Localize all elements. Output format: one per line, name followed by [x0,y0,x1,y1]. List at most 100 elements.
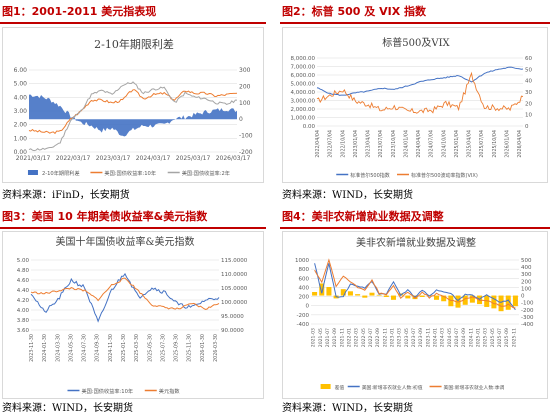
figure-3-caption: 图3：美国 10 年期美债收益率&美元指数 [2,210,208,223]
y-right-tick-label: 300 [239,67,251,74]
y-left-tick-label: 4.60 [17,278,30,284]
y-left-tick-label: 800 [299,267,310,273]
x-tick-label: 2025-03-30 [134,334,140,362]
figure-1-source: 资料来源：iFinD，长安期货 [2,190,130,201]
x-tick-label: 2024/10/04 [441,130,447,158]
y-right-tick-label: 40 [525,79,532,85]
x-tick-label: 2025-07-30 [160,334,166,362]
legend-label: 美国:新增非农就业人数:季调 [444,384,505,391]
y-right-tick-label: 100 [521,286,532,292]
x-tick-label: 2022-05 [361,328,367,347]
x-tick-label: 2025-03 [483,328,489,347]
y-left-tick-label: 1.00 [14,135,28,142]
y-right-tick-label: 20 [525,101,532,107]
x-tick-label: 2025-07 [497,328,503,347]
x-tick-label: 2022-01 [346,328,352,347]
y-left-tick-label: 5.00 [17,258,30,264]
y-right-tick-label: -100 [239,133,253,140]
bar-diff [319,283,325,296]
chart-3-svg: 美国十年国债收益率&美元指数 5.00 4.80 4.60 4.40 4.20 4.00 3.… [17,235,248,395]
x-tick-label: 2024/04/04 [416,130,422,158]
y-left-tick-label: 200 [299,295,310,301]
x-tick-label: 2024-11 [468,328,474,347]
x-tick-label: 2022/10/04 [340,130,346,158]
figure-4-source: 资料来源：WIND，长安期货 [282,403,413,414]
x-tick-label: 2025-01 [476,328,482,347]
y-left-tick-label: 3.80 [17,318,30,324]
y-right-tick-label: 300 [521,272,532,278]
y-right-tick-label: -100 [521,301,534,307]
y-left-tick-label: 2,000.00 [291,107,316,113]
y-left-tick-label: 0 [306,304,310,310]
x-tick-label: 2024/01/04 [403,130,409,158]
y-left-tick-label: 4.40 [17,288,30,294]
x-tick-label: 2023-01 [389,328,395,347]
x-tick-label: 2022/07/04 [328,130,334,158]
y-left-tick-label: 4.80 [17,268,30,274]
line-series-10y [28,89,238,135]
bar-diff [498,295,504,312]
x-tick-label: 2022-03 [354,328,360,347]
y-right-tick-label: 100 [239,100,251,107]
figure-1-rule [0,22,266,24]
bar-diff [383,295,389,297]
y-right-tick-label: 10 [525,113,532,119]
y-left-tick-label: -400 [297,322,310,328]
y-left-tick-label: -200 [297,313,310,319]
bar-diff [347,291,353,296]
x-tick-label: 2025/07/04 [479,130,485,158]
legend-swatch [27,170,38,175]
y-right-tick-label: 0 [521,294,525,300]
line-series-dollar-index [30,277,220,311]
x-tick-label: 2022/03/17 [56,155,91,162]
bar-diff [390,295,396,300]
area-series-spread [29,94,237,137]
x-tick-label: 2023-09 [418,328,424,347]
x-tick-label: 2026-03-30 [213,334,219,362]
legend-label: 标准普尔500波动率指数(VIX) [411,172,478,179]
y-left-tick-label: 5,000.00 [291,82,316,88]
y-right-tick-label: 90.0000 [221,328,244,334]
x-tick-label: 2021-03 [311,328,317,347]
x-tick-label: 2025/04/04 [467,130,473,158]
x-tick-label: 2025/03/17 [176,155,211,162]
y-left-tick-label: 0.00 [14,149,28,156]
legend-swatch [320,384,331,389]
x-tick-label: 2024/07/04 [429,130,435,158]
y-left-tick-label: 4.00 [14,94,28,101]
figure-3-rule [0,227,266,229]
y-right-tick-label: 100.0000 [221,300,248,306]
x-tick-label: 2025-11 [511,328,517,347]
bar-diff [340,289,346,296]
y-right-tick-label: -200 [239,149,253,156]
figure-4-rule [280,227,550,229]
figure-2-source: 资料来源：WIND，长安期货 [282,190,413,201]
y-right-tick-label: 30 [525,90,532,96]
x-tick-label: 2023-11-30 [29,334,35,362]
legend-label: 美国:国债收益率:10年 [104,169,156,177]
x-tick-label: 2026-01-30 [200,334,206,362]
y-left-tick-label: 7,000.00 [291,65,316,71]
chart-2-svg: 标普500及VIX 8,000.00 7,000.00 6,000.00 5,000.0… [291,36,533,179]
y-left-tick-label: 4,000.00 [291,90,316,96]
chart-title: 2-10年期限利差 [94,37,174,51]
x-tick-label: 2021-05 [318,328,324,347]
legend-label: 美元指数 [159,387,181,395]
line-series-seasonal [314,258,516,309]
y-left-tick-label: 1000 [295,258,309,264]
bar-diff [491,295,497,309]
y-right-tick-label: 95.0000 [221,314,244,320]
y-right-tick-label: 0 [525,124,529,130]
x-tick-label: 2021/03/17 [16,155,51,162]
x-tick-label: 2022-09 [375,328,381,347]
legend-label: 2-10年期限利差 [42,169,80,177]
y-right-tick-label: 110.0000 [221,272,248,278]
x-tick-label: 2023/07/04 [378,130,384,158]
x-tick-label: 2026/04/04 [517,130,523,158]
x-tick-label: 2023/03/17 [96,155,131,162]
y-right-tick-label: 115.0000 [221,258,248,264]
x-tick-label: 2021-11 [339,328,345,347]
x-tick-label: 2025-05-30 [147,334,153,362]
chart-title: 美国十年国债收益率&美元指数 [56,235,195,248]
bar-diff [362,295,368,298]
